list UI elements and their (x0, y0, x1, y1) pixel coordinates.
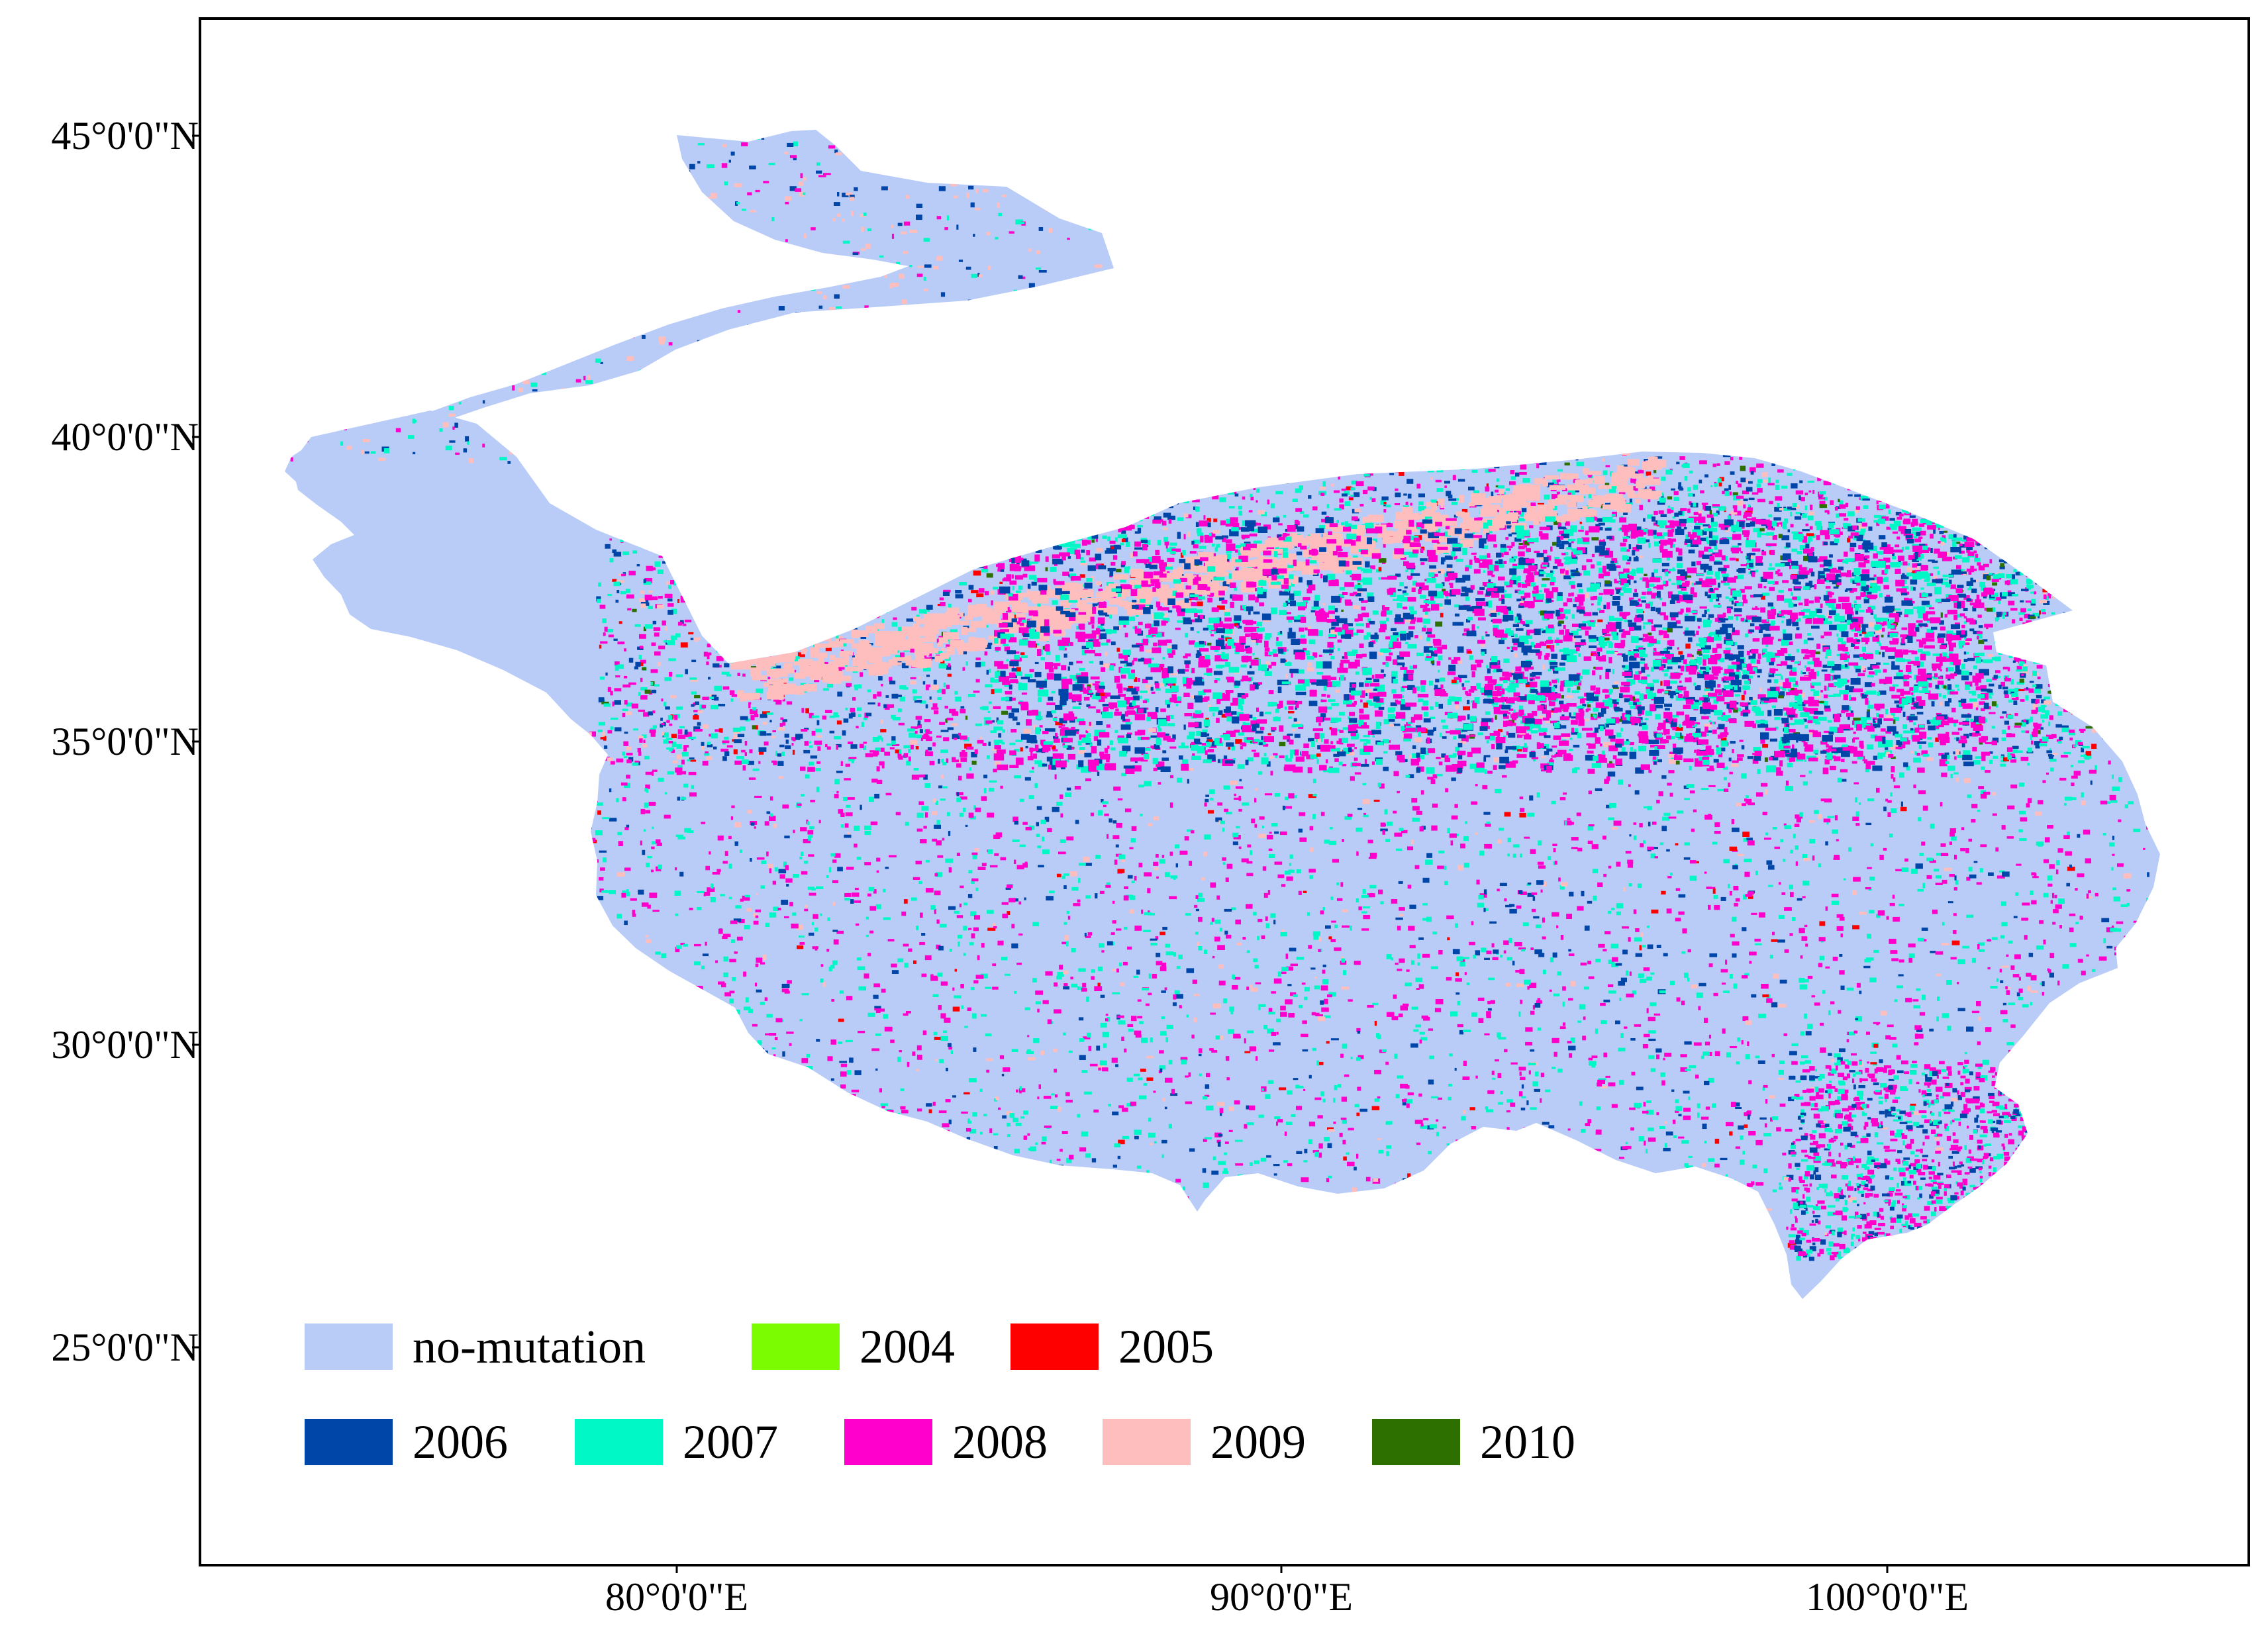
legend-swatch-no-mutation (305, 1323, 393, 1370)
legend-swatch-2008 (844, 1419, 932, 1465)
legend-item-2006: 2006 (305, 1418, 508, 1466)
legend-label-2006: 2006 (413, 1416, 508, 1468)
lon-label-80e: 80°0'0"E (605, 1575, 748, 1619)
legend-swatch-2004 (752, 1323, 840, 1370)
legend-swatch-2006 (305, 1419, 393, 1465)
legend-swatch-2010 (1372, 1419, 1460, 1465)
legend-swatch-2007 (575, 1419, 663, 1465)
lat-label-30n: 30°0'0"N (51, 1023, 199, 1067)
axis-ticks (192, 134, 1889, 1573)
lon-label-100e: 100°0'0"E (1806, 1575, 1969, 1619)
lon-label-90e: 90°0'0"E (1210, 1575, 1353, 1619)
legend-item-no-mutation: no-mutation (305, 1323, 646, 1371)
legend-label-2004: 2004 (860, 1320, 955, 1373)
lat-label-25n: 25°0'0"N (51, 1325, 199, 1369)
legend-item-2010: 2010 (1372, 1418, 1575, 1466)
lat-label-35n: 35°0'0"N (51, 720, 199, 763)
legend-item-2009: 2009 (1103, 1418, 1306, 1466)
legend-label-no-mutation: no-mutation (413, 1320, 646, 1373)
legend-label-2010: 2010 (1480, 1416, 1575, 1468)
legend-item-2005: 2005 (1011, 1323, 1214, 1371)
lat-label-45n: 45°0'0"N (51, 114, 199, 158)
legend-item-2008: 2008 (844, 1418, 1048, 1466)
legend-label-2005: 2005 (1118, 1320, 1214, 1373)
legend-swatch-2005 (1011, 1323, 1099, 1370)
lat-label-40n: 40°0'0"N (51, 415, 199, 459)
legend-swatch-2009 (1103, 1419, 1191, 1465)
legend-item-2004: 2004 (752, 1323, 955, 1371)
legend-label-2008: 2008 (952, 1416, 1048, 1468)
legend-label-2007: 2007 (683, 1416, 778, 1468)
legend-item-2007: 2007 (575, 1418, 778, 1466)
legend-label-2009: 2009 (1210, 1416, 1306, 1468)
